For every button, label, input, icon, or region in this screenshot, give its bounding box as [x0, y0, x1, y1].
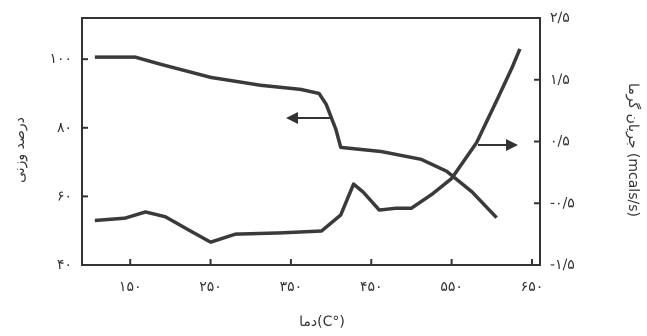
x-tick-label: ۵۵۰: [440, 279, 463, 295]
y2-tick-label: -۰/۵: [550, 195, 575, 211]
plot-frame: [81, 17, 541, 266]
y2-tick-label: ۲/۵: [550, 10, 570, 26]
arrow-left: [286, 112, 330, 124]
x-axis-label: دما(C°): [299, 314, 345, 330]
y-tick-label: ۸۰: [57, 120, 72, 136]
x-tick-label: ۳۵۰: [280, 279, 303, 295]
y2-tick-label: ۱/۵: [550, 72, 570, 88]
y2-tick-label: ۰/۵: [550, 134, 570, 150]
arrow-right: [478, 139, 518, 151]
y2-tick-label: -۱/۵: [550, 257, 575, 273]
y-tick-label: ۱۰۰: [49, 51, 72, 67]
x-tick-label: ۶۵۰: [521, 279, 544, 295]
y-tick-label: ۴۰: [57, 257, 72, 273]
y-axis-label: درصد وزنی: [12, 117, 28, 183]
y-tick-label: ۶۰: [57, 188, 72, 204]
line: [94, 55, 498, 219]
x-tick-label: ۱۵۰: [119, 279, 142, 295]
line: [94, 48, 522, 244]
x-tick-label: ۴۵۰: [360, 279, 383, 295]
x-tick-label: ۲۵۰: [199, 279, 222, 295]
y2-axis-label: جریان گرما (mcals/s): [625, 83, 642, 217]
